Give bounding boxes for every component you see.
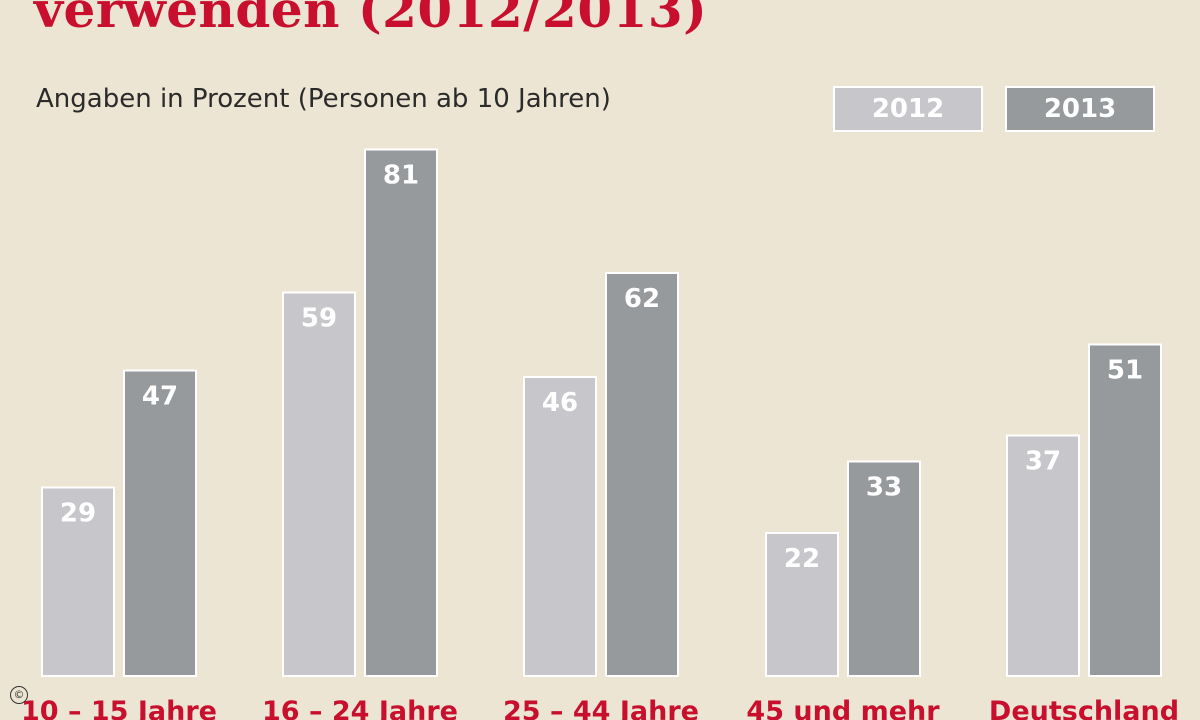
value-label-2013-4: 51	[1107, 356, 1143, 386]
value-label-2012-3: 22	[784, 544, 820, 574]
category-label-1: 16 – 24 Jahre	[262, 696, 458, 720]
category-label-4: Deutschland	[989, 696, 1179, 720]
value-label-2012-0: 29	[60, 499, 96, 529]
bar-2013-0	[123, 369, 197, 677]
legend-2012: 2012	[833, 86, 983, 132]
bar-2012-1	[282, 291, 356, 677]
category-label-3: 45 und mehr	[746, 696, 940, 720]
bar-2012-3	[765, 532, 839, 677]
value-label-2013-3: 33	[866, 473, 902, 503]
value-label-2013-1: 81	[383, 161, 419, 191]
bar-2012-0	[41, 486, 115, 677]
legend-2013: 2013	[1005, 86, 1155, 132]
value-label-2013-0: 47	[142, 382, 178, 412]
bar-2013-4	[1088, 343, 1162, 677]
bar-2013-3	[847, 460, 921, 677]
copyright-icon: ©	[10, 686, 28, 704]
value-label-2012-4: 37	[1025, 447, 1061, 477]
chart-subtitle: Angaben in Prozent (Personen ab 10 Jahre…	[36, 84, 611, 114]
value-label-2012-2: 46	[542, 388, 578, 418]
bar-2012-4	[1006, 434, 1080, 677]
category-label-0: 10 – 15 Jahre	[21, 696, 217, 720]
bar-2013-2	[605, 272, 679, 677]
bar-2012-2	[523, 376, 597, 677]
value-label-2012-1: 59	[301, 304, 337, 334]
bar-2013-1	[364, 148, 438, 677]
value-label-2013-2: 62	[624, 284, 660, 314]
category-label-2: 25 – 44 Jahre	[503, 696, 699, 720]
chart-title: verwenden (2012/2013)	[34, 0, 708, 39]
